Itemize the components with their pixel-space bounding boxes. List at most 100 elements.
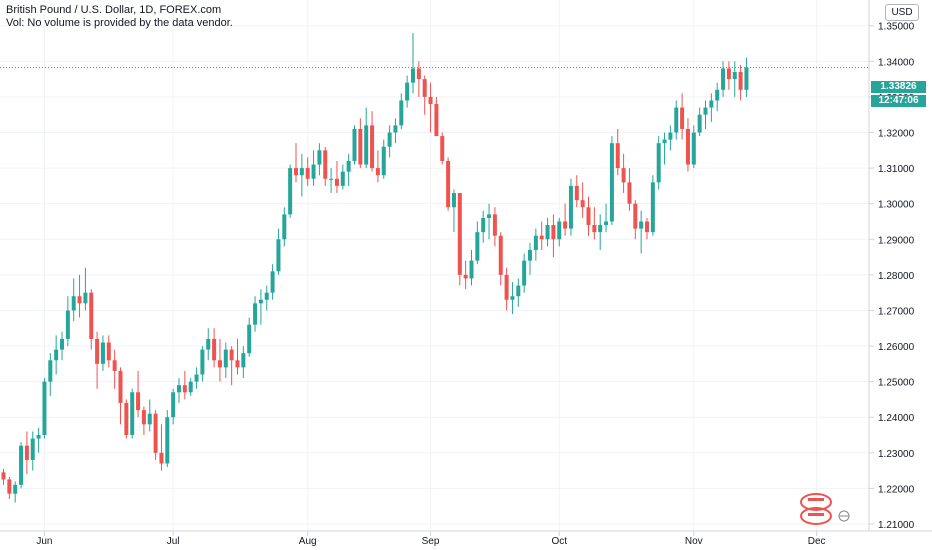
candle[interactable]: [294, 143, 298, 183]
candle[interactable]: [229, 346, 234, 386]
candle[interactable]: [358, 118, 363, 169]
candle[interactable]: [340, 164, 345, 190]
candle[interactable]: [153, 410, 158, 460]
candle[interactable]: [639, 210, 644, 254]
candle[interactable]: [270, 264, 275, 300]
candle[interactable]: [604, 203, 609, 233]
candle[interactable]: [112, 349, 117, 389]
candle[interactable]: [609, 136, 614, 226]
candle[interactable]: [36, 427, 41, 453]
candle[interactable]: [177, 378, 181, 403]
candle[interactable]: [147, 399, 152, 432]
candle[interactable]: [487, 203, 492, 240]
candle[interactable]: [288, 164, 293, 218]
candle[interactable]: [715, 82, 720, 112]
candle[interactable]: [264, 285, 269, 311]
candle[interactable]: [393, 118, 398, 144]
candle[interactable]: [95, 331, 100, 389]
candle[interactable]: [141, 406, 146, 436]
candle[interactable]: [680, 93, 685, 140]
candle[interactable]: [206, 328, 211, 361]
candle[interactable]: [405, 75, 410, 108]
candle[interactable]: [30, 431, 35, 471]
candle[interactable]: [311, 150, 316, 186]
candle[interactable]: [381, 139, 386, 179]
candle[interactable]: [130, 388, 135, 439]
candle[interactable]: [7, 477, 12, 500]
candle[interactable]: [48, 353, 53, 396]
candle[interactable]: [481, 210, 486, 243]
candle[interactable]: [744, 57, 749, 97]
candle[interactable]: [451, 189, 456, 233]
candle[interactable]: [539, 221, 544, 250]
candle[interactable]: [463, 260, 468, 290]
candle[interactable]: [492, 207, 497, 247]
candle[interactable]: [422, 75, 427, 115]
candle[interactable]: [650, 175, 655, 236]
candle[interactable]: [551, 214, 556, 258]
candle[interactable]: [504, 267, 509, 311]
candle[interactable]: [54, 335, 59, 375]
candle[interactable]: [568, 178, 573, 236]
candle[interactable]: [65, 296, 70, 347]
candle[interactable]: [738, 64, 743, 101]
candle[interactable]: [387, 125, 392, 158]
candle[interactable]: [469, 249, 474, 286]
time-axis[interactable]: Jun Jul Aug Sep Oct Nov Dec: [36, 531, 826, 547]
candle[interactable]: [615, 128, 620, 176]
candle[interactable]: [709, 93, 714, 122]
candle[interactable]: [732, 61, 737, 97]
candle[interactable]: [533, 228, 538, 261]
candle[interactable]: [282, 207, 287, 247]
candle[interactable]: [71, 278, 76, 322]
candle[interactable]: [118, 367, 123, 425]
candle[interactable]: [77, 274, 82, 318]
candle[interactable]: [399, 93, 404, 129]
candle[interactable]: [124, 399, 129, 439]
candle[interactable]: [457, 193, 462, 286]
candle[interactable]: [621, 153, 626, 194]
candle[interactable]: [83, 267, 88, 311]
candle[interactable]: [42, 378, 47, 439]
candle[interactable]: [674, 100, 679, 140]
candle[interactable]: [697, 107, 702, 137]
candle[interactable]: [19, 442, 24, 489]
candle[interactable]: [323, 146, 328, 186]
candle[interactable]: [633, 200, 638, 240]
candle[interactable]: [522, 253, 527, 293]
candle[interactable]: [188, 378, 193, 396]
candle[interactable]: [668, 125, 673, 151]
candle[interactable]: [212, 328, 217, 368]
candle[interactable]: [223, 342, 228, 379]
candle[interactable]: [1, 468, 6, 485]
candle[interactable]: [516, 278, 521, 307]
candle[interactable]: [726, 61, 731, 90]
candle[interactable]: [685, 118, 690, 172]
candle[interactable]: [656, 136, 661, 190]
candle[interactable]: [352, 125, 357, 165]
candle[interactable]: [662, 132, 667, 165]
candle[interactable]: [253, 296, 258, 332]
candle[interactable]: [13, 481, 18, 503]
candle[interactable]: [370, 111, 375, 172]
candlestick-series[interactable]: [1, 32, 749, 503]
candle[interactable]: [528, 242, 532, 275]
candle[interactable]: [165, 410, 170, 468]
candle[interactable]: [247, 317, 252, 357]
candle[interactable]: [200, 346, 205, 382]
candle[interactable]: [106, 335, 111, 368]
candle[interactable]: [258, 289, 263, 325]
candle[interactable]: [364, 107, 369, 169]
candle[interactable]: [498, 232, 503, 286]
candle[interactable]: [691, 125, 696, 169]
candle[interactable]: [440, 132, 445, 165]
candle[interactable]: [586, 196, 591, 236]
candle[interactable]: [416, 61, 421, 97]
candle[interactable]: [627, 168, 632, 211]
candle[interactable]: [329, 168, 334, 194]
candle[interactable]: [24, 431, 29, 475]
candle[interactable]: [182, 370, 187, 400]
candle[interactable]: [299, 153, 304, 197]
currency-button[interactable]: USD: [885, 4, 919, 21]
